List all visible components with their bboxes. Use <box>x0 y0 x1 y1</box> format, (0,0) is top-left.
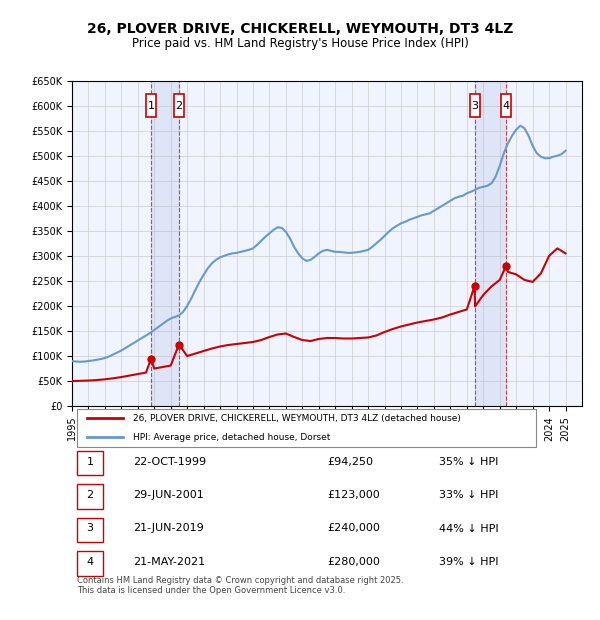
FancyBboxPatch shape <box>470 94 479 117</box>
FancyBboxPatch shape <box>77 409 536 447</box>
Text: 4: 4 <box>502 100 509 110</box>
FancyBboxPatch shape <box>146 94 156 117</box>
Text: £280,000: £280,000 <box>327 557 380 567</box>
Bar <box>475 81 506 406</box>
Text: 3: 3 <box>86 523 94 533</box>
Text: 39% ↓ HPI: 39% ↓ HPI <box>439 557 499 567</box>
Text: 29-JUN-2001: 29-JUN-2001 <box>133 490 204 500</box>
Text: £94,250: £94,250 <box>327 457 373 467</box>
Text: 4: 4 <box>86 557 94 567</box>
Text: 44% ↓ HPI: 44% ↓ HPI <box>439 523 499 533</box>
Text: HPI: Average price, detached house, Dorset: HPI: Average price, detached house, Dors… <box>133 433 331 442</box>
FancyBboxPatch shape <box>77 484 103 509</box>
Text: £240,000: £240,000 <box>327 523 380 533</box>
Text: 2: 2 <box>86 490 94 500</box>
FancyBboxPatch shape <box>77 518 103 542</box>
Text: 35% ↓ HPI: 35% ↓ HPI <box>439 457 499 467</box>
Text: 2: 2 <box>175 100 182 110</box>
Bar <box>151 81 179 406</box>
Text: 3: 3 <box>471 100 478 110</box>
Text: Contains HM Land Registry data © Crown copyright and database right 2025.
This d: Contains HM Land Registry data © Crown c… <box>77 576 404 595</box>
FancyBboxPatch shape <box>501 94 511 117</box>
Text: 1: 1 <box>86 457 94 467</box>
FancyBboxPatch shape <box>77 551 103 575</box>
Text: £123,000: £123,000 <box>327 490 380 500</box>
Text: 21-JUN-2019: 21-JUN-2019 <box>133 523 204 533</box>
Text: Price paid vs. HM Land Registry's House Price Index (HPI): Price paid vs. HM Land Registry's House … <box>131 37 469 50</box>
Text: 1: 1 <box>148 100 154 110</box>
Text: 26, PLOVER DRIVE, CHICKERELL, WEYMOUTH, DT3 4LZ: 26, PLOVER DRIVE, CHICKERELL, WEYMOUTH, … <box>87 22 513 36</box>
Text: 22-OCT-1999: 22-OCT-1999 <box>133 457 206 467</box>
FancyBboxPatch shape <box>77 451 103 476</box>
Text: 21-MAY-2021: 21-MAY-2021 <box>133 557 205 567</box>
Text: 33% ↓ HPI: 33% ↓ HPI <box>439 490 499 500</box>
FancyBboxPatch shape <box>174 94 184 117</box>
Text: 26, PLOVER DRIVE, CHICKERELL, WEYMOUTH, DT3 4LZ (detached house): 26, PLOVER DRIVE, CHICKERELL, WEYMOUTH, … <box>133 414 461 423</box>
